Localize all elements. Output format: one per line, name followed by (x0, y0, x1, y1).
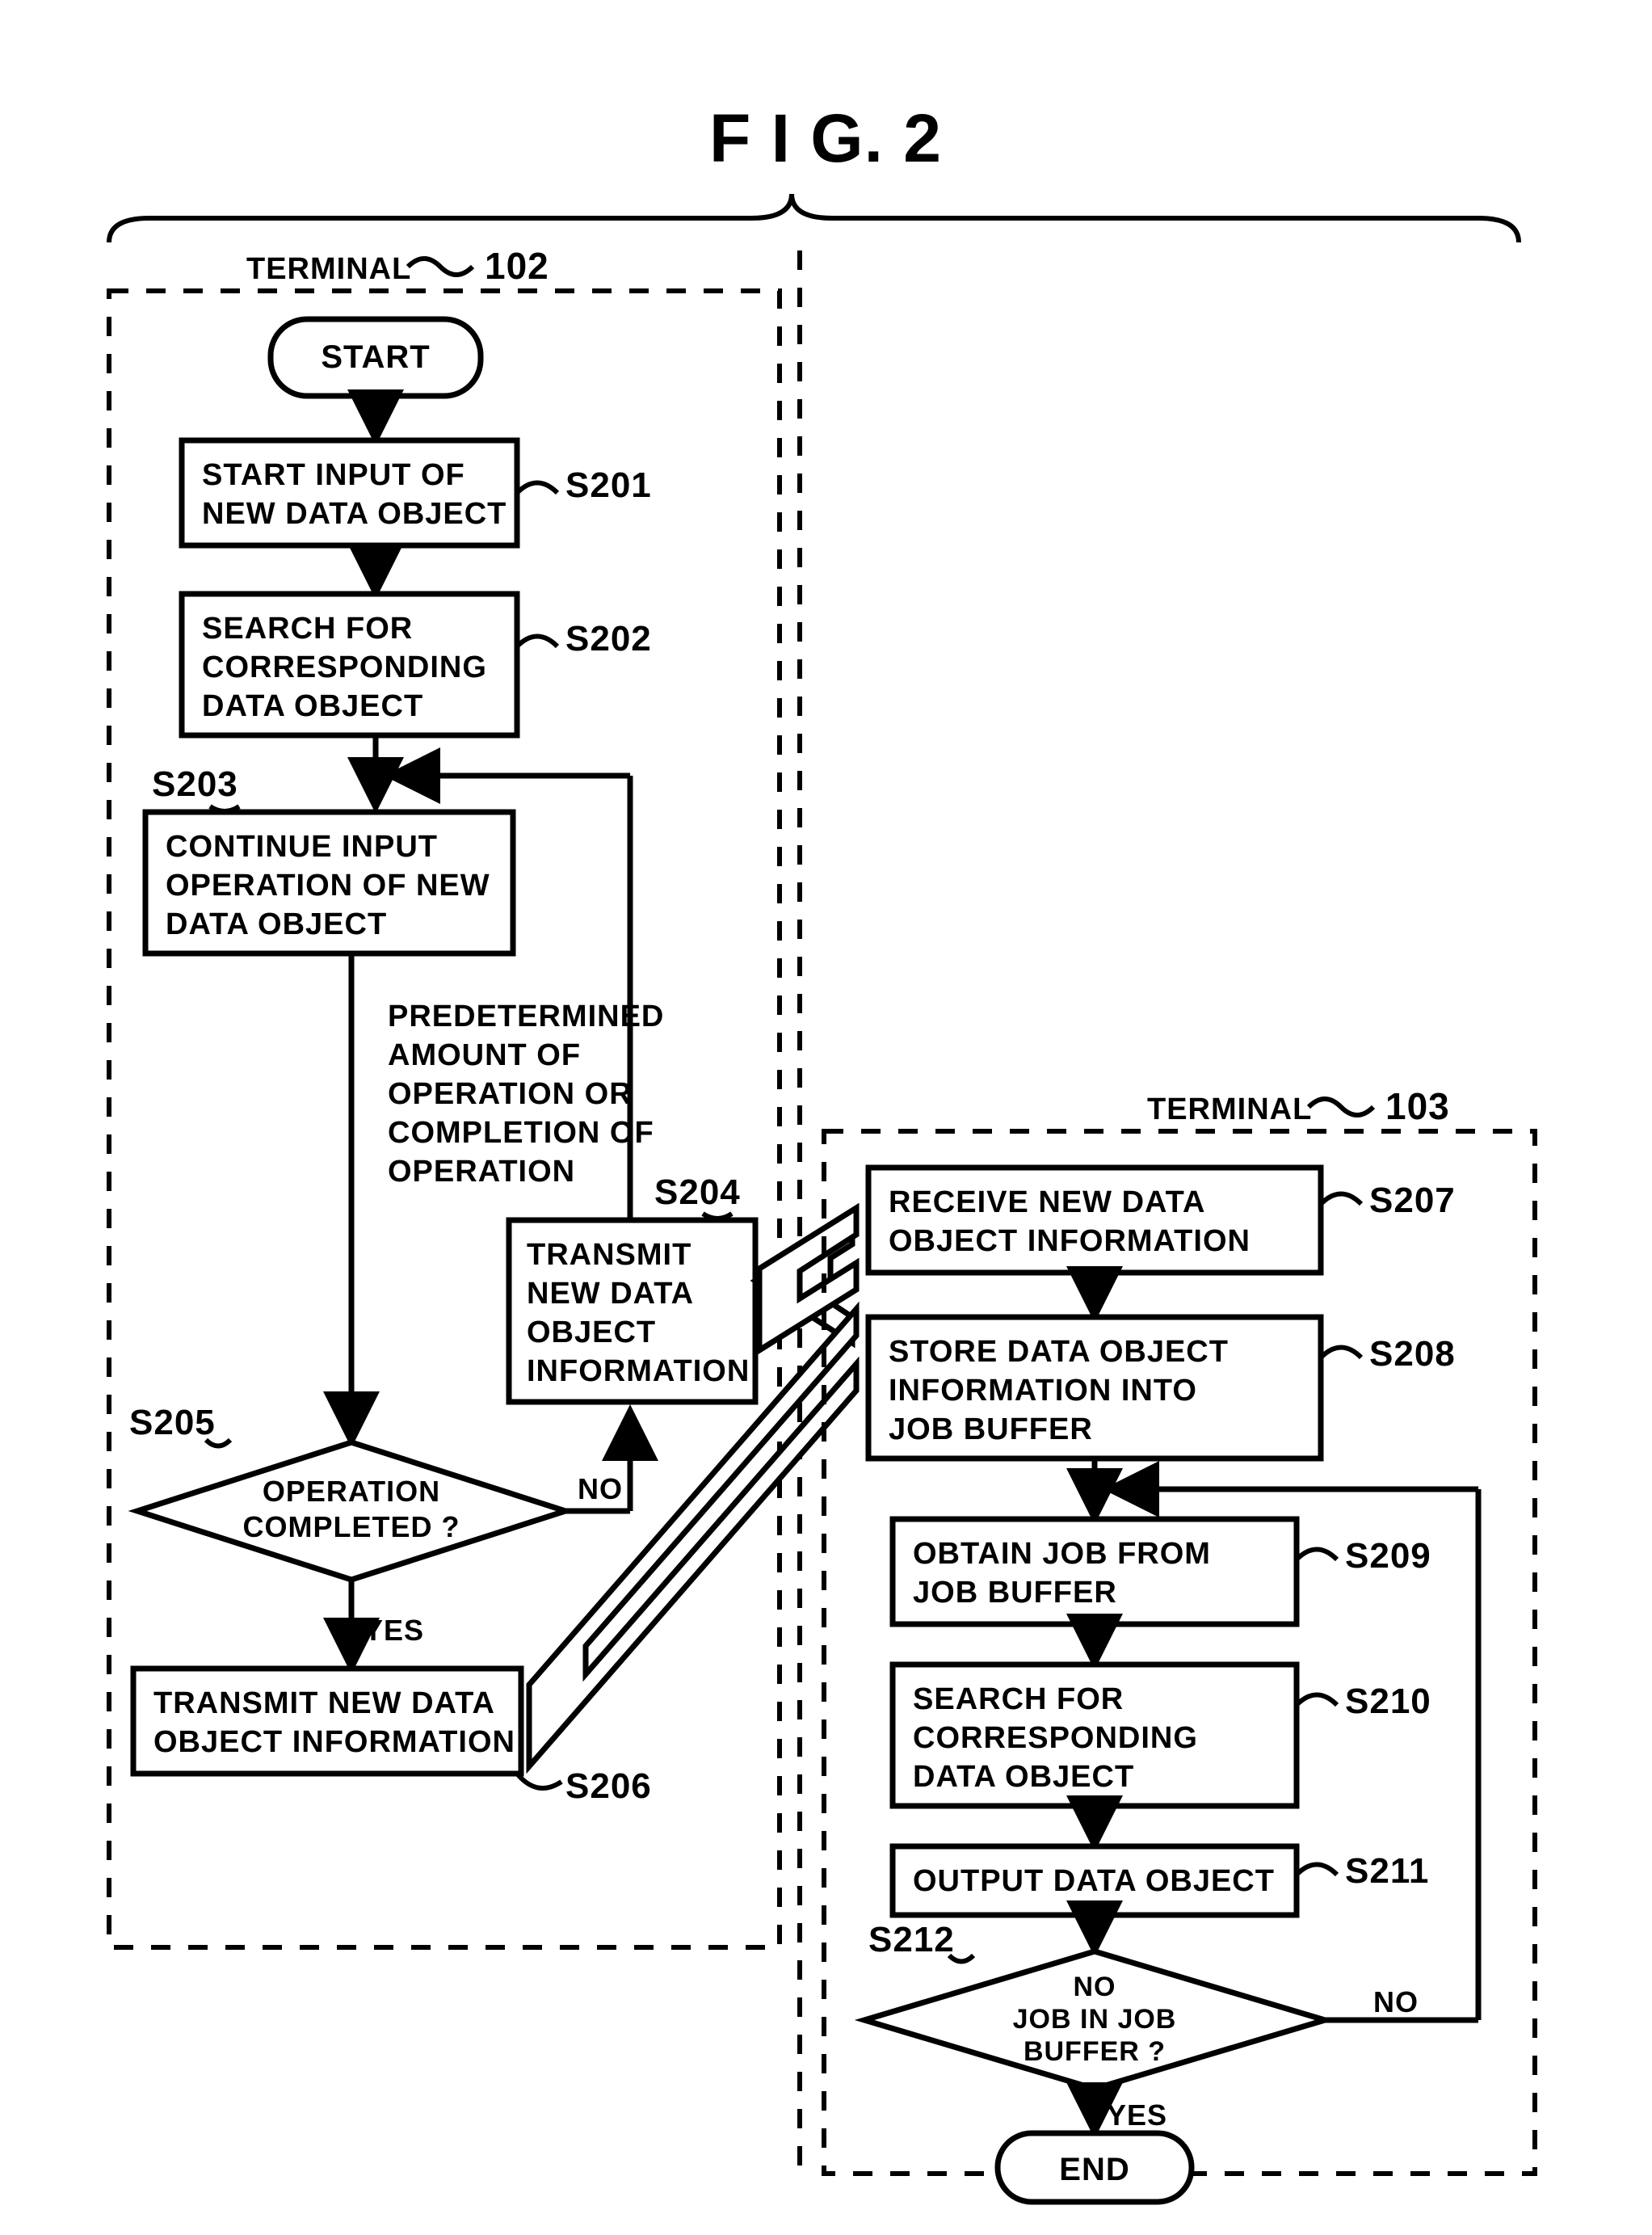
s205-yes: YES (364, 1614, 424, 1647)
svg-text:JOB BUFFER: JOB BUFFER (889, 1412, 1093, 1446)
terminal-num-right: 103 (1385, 1085, 1450, 1127)
svg-text:OPERATION OR: OPERATION OR (388, 1077, 633, 1111)
box-s211: OUTPUT DATA OBJECT (893, 1846, 1297, 1915)
step-s211: S211 (1345, 1851, 1429, 1891)
s212-yes: YES (1107, 2098, 1167, 2132)
s212-leader (949, 1955, 973, 1962)
brace-right (792, 194, 1519, 242)
svg-text:INFORMATION: INFORMATION (527, 1354, 750, 1388)
svg-text:CORRESPONDING: CORRESPONDING (913, 1721, 1198, 1755)
box-s204: TRANSMIT NEW DATA OBJECT INFORMATION (509, 1220, 755, 1402)
box-s201: START INPUT OF NEW DATA OBJECT (182, 440, 517, 545)
step-s206: S206 (565, 1766, 652, 1806)
box-s207: RECEIVE NEW DATA OBJECT INFORMATION (868, 1168, 1321, 1273)
tilde-103 (1309, 1099, 1373, 1115)
svg-text:SEARCH FOR: SEARCH FOR (202, 612, 413, 646)
decision-s205: OPERATION COMPLETED ? (137, 1442, 565, 1580)
terminal-label-right: TERMINAL (1147, 1092, 1312, 1126)
svg-text:TRANSMIT NEW DATA: TRANSMIT NEW DATA (153, 1686, 495, 1720)
svg-text:INFORMATION INTO: INFORMATION INTO (889, 1374, 1197, 1408)
step-s209: S209 (1345, 1536, 1431, 1576)
end-label: END (1059, 2152, 1129, 2187)
svg-text:CONTINUE INPUT: CONTINUE INPUT (166, 830, 438, 864)
step-s212: S212 (868, 1920, 955, 1959)
svg-text:OPERATION: OPERATION (263, 1475, 440, 1508)
svg-text:OBJECT: OBJECT (527, 1315, 656, 1349)
s209-leader (1297, 1550, 1337, 1560)
svg-text:OUTPUT DATA OBJECT: OUTPUT DATA OBJECT (913, 1864, 1275, 1898)
figure-title: F I G. 2 (709, 100, 942, 176)
box-s208: STORE DATA OBJECT INFORMATION INTO JOB B… (868, 1317, 1321, 1458)
s207-leader (1321, 1194, 1361, 1205)
svg-text:NO: NO (1074, 1972, 1116, 2002)
step-s208: S208 (1369, 1334, 1456, 1374)
step-s207: S207 (1369, 1181, 1456, 1220)
svg-text:OBJECT INFORMATION: OBJECT INFORMATION (889, 1224, 1251, 1258)
svg-text:CORRESPONDING: CORRESPONDING (202, 650, 487, 684)
step-s202: S202 (565, 619, 652, 659)
s205-leader (206, 1440, 230, 1446)
svg-text:TRANSMIT: TRANSMIT (527, 1238, 691, 1272)
svg-text:OPERATION OF NEW: OPERATION OF NEW (166, 869, 490, 903)
step-s210: S210 (1345, 1682, 1431, 1721)
svg-text:JOB IN JOB: JOB IN JOB (1013, 2004, 1177, 2035)
s205-no: NO (578, 1472, 623, 1505)
s201-leader (517, 483, 557, 494)
svg-text:RECEIVE NEW DATA: RECEIVE NEW DATA (889, 1185, 1206, 1219)
s210-leader (1297, 1695, 1337, 1706)
svg-text:OBJECT INFORMATION: OBJECT INFORMATION (153, 1725, 515, 1759)
svg-text:OPERATION: OPERATION (388, 1155, 575, 1189)
s202-leader (517, 637, 557, 647)
end-terminator: END (998, 2133, 1192, 2202)
terminal-num-left: 102 (485, 245, 549, 287)
start-terminator: START (271, 319, 481, 396)
svg-text:COMPLETION OF: COMPLETION OF (388, 1116, 654, 1150)
s212-no: NO (1373, 1985, 1419, 2018)
svg-text:AMOUNT OF: AMOUNT OF (388, 1038, 581, 1072)
note-predetermined: PREDETERMINED AMOUNT OF OPERATION OR COM… (388, 1000, 664, 1189)
box-s206: TRANSMIT NEW DATA OBJECT INFORMATION (133, 1669, 521, 1774)
s208-leader (1321, 1348, 1361, 1358)
decision-s212: NO JOB IN JOB BUFFER ? (864, 1951, 1325, 2089)
step-s205: S205 (129, 1403, 216, 1442)
tilde-102 (408, 259, 473, 275)
s211-leader (1297, 1865, 1337, 1875)
flowchart-canvas: F I G. 2 TERMINAL 102 START START INPUT … (0, 0, 1652, 2235)
svg-text:BUFFER ?: BUFFER ? (1024, 2036, 1166, 2067)
svg-text:DATA OBJECT: DATA OBJECT (166, 907, 387, 941)
start-label: START (321, 339, 430, 375)
box-s209: OBTAIN JOB FROM JOB BUFFER (893, 1519, 1297, 1624)
brace-left (109, 194, 792, 242)
svg-text:COMPLETED ?: COMPLETED ? (243, 1510, 460, 1543)
svg-text:START INPUT OF: START INPUT OF (202, 458, 465, 492)
step-s204: S204 (654, 1172, 741, 1212)
box-s202: SEARCH FOR CORRESPONDING DATA OBJECT (182, 594, 517, 735)
step-s201: S201 (565, 465, 652, 505)
step-s203: S203 (152, 764, 238, 804)
box-s203: CONTINUE INPUT OPERATION OF NEW DATA OBJ… (145, 812, 513, 953)
svg-text:DATA OBJECT: DATA OBJECT (913, 1760, 1134, 1794)
svg-text:PREDETERMINED: PREDETERMINED (388, 1000, 664, 1033)
svg-text:DATA OBJECT: DATA OBJECT (202, 689, 423, 723)
box-s210: SEARCH FOR CORRESPONDING DATA OBJECT (893, 1665, 1297, 1806)
svg-text:STORE DATA OBJECT: STORE DATA OBJECT (889, 1335, 1229, 1369)
svg-text:NEW DATA OBJECT: NEW DATA OBJECT (202, 497, 507, 531)
terminal-label-left: TERMINAL (246, 252, 411, 286)
svg-text:JOB BUFFER: JOB BUFFER (913, 1576, 1117, 1610)
svg-text:OBTAIN JOB FROM: OBTAIN JOB FROM (913, 1537, 1211, 1571)
svg-text:NEW DATA: NEW DATA (527, 1277, 694, 1311)
svg-text:SEARCH FOR: SEARCH FOR (913, 1682, 1124, 1716)
